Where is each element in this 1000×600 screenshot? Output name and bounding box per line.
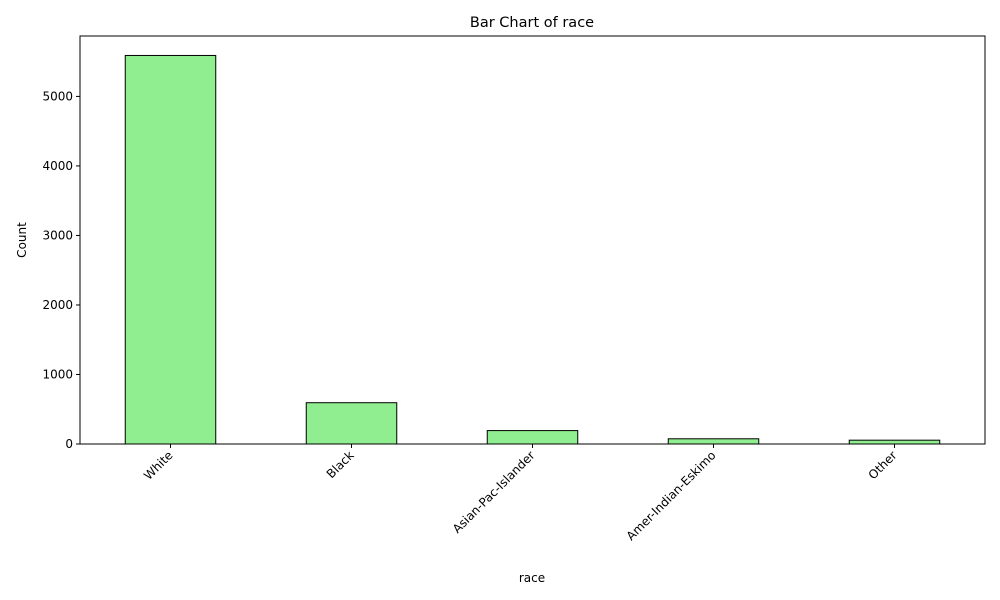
x-tick-label: Black [324, 448, 357, 481]
x-tick-label: Asian-Pac-Islander [450, 448, 538, 536]
bar-amer-indian-eskimo [667, 438, 760, 445]
x-tick-label: Amer-Indian-Eskimo [624, 448, 719, 543]
chart-title: Bar Chart of race [470, 15, 594, 31]
x-tick-label: Other [866, 448, 900, 482]
y-tick-label: 5000 [42, 89, 73, 103]
x-axis-ticks: White Black Asian-Pac-Islander Amer-Indian-… [141, 444, 900, 543]
x-tick-label: White [141, 448, 176, 483]
bar-black [305, 402, 398, 445]
y-axis-ticks: 0 1000 2000 3000 4000 5000 [42, 89, 80, 451]
bars-group [124, 54, 941, 445]
bar-white [124, 54, 217, 445]
x-axis-title: race [519, 571, 545, 585]
bar-other [848, 439, 941, 445]
y-tick-label: 3000 [42, 228, 73, 242]
bar-asian-pac-islander [486, 430, 579, 445]
y-tick-label: 1000 [42, 367, 73, 381]
y-tick-label: 2000 [42, 298, 73, 312]
y-tick-label: 0 [65, 437, 73, 451]
y-axis-title: Count [15, 222, 29, 258]
y-tick-label: 4000 [42, 159, 73, 173]
